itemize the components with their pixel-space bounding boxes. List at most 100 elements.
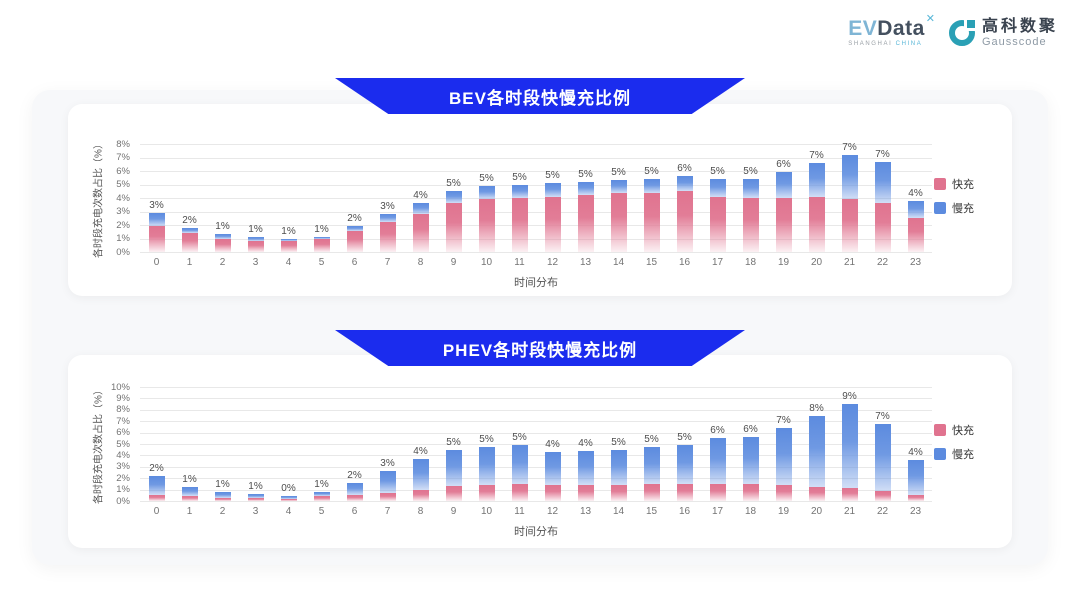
y-axis-ticks: 0% 1% 2% 3% 4% 5% 6% 7% 8% 9% 10% bbox=[98, 382, 136, 507]
fast-charge-segment bbox=[346, 495, 363, 501]
stacked-bar bbox=[709, 179, 726, 252]
bar-slot: 3% bbox=[371, 144, 404, 252]
bar-total-label: 4% bbox=[908, 187, 923, 199]
x-tick-label: 2 bbox=[219, 506, 226, 517]
slow-charge-segment bbox=[511, 445, 528, 484]
evdata-wordmark: EV Data ✕ bbox=[848, 14, 935, 40]
gridline bbox=[140, 252, 932, 253]
evdata-logo: EV Data ✕ SHANGHAI CHINA bbox=[848, 14, 935, 48]
x-tick-label: 15 bbox=[645, 506, 658, 517]
stacked-bar bbox=[841, 404, 858, 501]
gridline bbox=[140, 144, 932, 145]
y-tick-label: 2% bbox=[116, 472, 130, 484]
slow-charge-segment bbox=[181, 227, 198, 234]
gridline bbox=[140, 398, 932, 400]
bar-slot: 5% bbox=[503, 144, 536, 252]
slow-charge-segment bbox=[808, 162, 825, 197]
x-tick-label: 3 bbox=[252, 257, 259, 268]
stacked-bar bbox=[148, 475, 165, 501]
fast-charge-segment bbox=[544, 196, 561, 252]
x-axis-title: 时间分布 bbox=[514, 277, 558, 289]
gridline bbox=[140, 409, 932, 411]
x-tick-label: 23 bbox=[909, 257, 922, 268]
bar-total-label: 7% bbox=[776, 415, 791, 427]
evdata-subtitle-shanghai: SHANGHAI bbox=[848, 41, 893, 48]
x-tick-label: 21 bbox=[843, 506, 856, 517]
bar-total-label: 4% bbox=[908, 446, 923, 458]
x-tick-label: 8 bbox=[417, 257, 424, 268]
x-tick-label: 19 bbox=[777, 506, 790, 517]
bar-total-label: 4% bbox=[578, 437, 593, 449]
bar-slot: 5% bbox=[701, 144, 734, 252]
stacked-bar bbox=[577, 450, 594, 501]
x-tick-label: 6 bbox=[351, 506, 358, 517]
bar-total-label: 6% bbox=[710, 425, 725, 437]
bar-slot: 5% bbox=[470, 387, 503, 501]
stacked-bar bbox=[247, 493, 264, 501]
x-tick-label: 7 bbox=[384, 506, 391, 517]
x-tick-label: 12 bbox=[546, 257, 559, 268]
legend: 快充 慢充 bbox=[934, 176, 996, 216]
fast-charge-segment bbox=[313, 239, 330, 252]
x-tick-label: 11 bbox=[514, 506, 525, 517]
bar-slot: 1% bbox=[305, 387, 338, 501]
phev-chart-title: PHEV各时段快慢充比例 bbox=[442, 340, 638, 360]
stacked-bar bbox=[181, 227, 198, 252]
fast-charge-segment bbox=[412, 489, 429, 501]
slow-charge-segment bbox=[148, 475, 165, 496]
fast-charge-segment bbox=[544, 485, 561, 501]
fast-charge-segment bbox=[775, 198, 792, 252]
bar-total-label: 5% bbox=[479, 172, 494, 184]
x-tick-label: 18 bbox=[744, 506, 757, 517]
x-tick-label: 19 bbox=[777, 257, 790, 268]
stacked-bar bbox=[643, 179, 660, 252]
y-tick-label: 3% bbox=[116, 206, 130, 217]
fast-charge-segment bbox=[874, 203, 891, 252]
fast-charge-segment bbox=[643, 192, 660, 252]
fast-charge-segment bbox=[280, 498, 297, 501]
stacked-bar bbox=[478, 447, 495, 501]
bar-slot: 1% bbox=[173, 387, 206, 501]
bar-slot: 5% bbox=[668, 387, 701, 501]
legend-item-slow[interactable]: 慢充 bbox=[934, 446, 996, 462]
y-tick-label: 8% bbox=[116, 138, 130, 150]
bar-total-label: 7% bbox=[875, 148, 890, 160]
bars-layer: 3% 2% 1% 1% 1% 1% 2% 3% 4% 5% 5% 5% 5% 5% 5% 5% 6% 5% 5% 6%… bbox=[140, 142, 932, 252]
bar-total-label: 4% bbox=[413, 190, 428, 202]
bar-slot: 7% bbox=[866, 144, 899, 252]
slow-charge-segment bbox=[643, 447, 660, 484]
fast-charge-segment bbox=[181, 233, 198, 252]
bar-total-label: 5% bbox=[710, 166, 725, 178]
x-tick-label: 8 bbox=[417, 506, 424, 517]
y-tick-label: 0% bbox=[116, 246, 130, 258]
bar-total-label: 5% bbox=[545, 170, 560, 182]
legend-item-fast[interactable]: 快充 bbox=[934, 422, 996, 438]
legend-swatch bbox=[934, 202, 946, 214]
bar-slot: 1% bbox=[206, 387, 239, 501]
bar-slot: 5% bbox=[536, 144, 569, 252]
x-tick-label: 5 bbox=[318, 257, 325, 268]
fast-charge-segment bbox=[709, 196, 726, 252]
bar-slot: 7% bbox=[833, 142, 866, 252]
gausscode-logo: 高科数聚 Gausscode bbox=[948, 18, 1058, 48]
legend-item-slow[interactable]: 慢充 bbox=[934, 200, 996, 216]
phev-title-banner: PHEV各时段快慢充比例 bbox=[335, 330, 745, 366]
gridline bbox=[140, 421, 932, 423]
slow-charge-segment bbox=[907, 200, 924, 219]
fast-charge-segment bbox=[907, 218, 924, 252]
slow-charge-segment bbox=[247, 237, 264, 241]
bar-total-label: 8% bbox=[809, 402, 824, 414]
bar-total-label: 5% bbox=[743, 166, 758, 178]
stacked-bar bbox=[610, 449, 627, 501]
bar-total-label: 1% bbox=[182, 474, 197, 486]
fast-charge-segment bbox=[412, 214, 429, 252]
fast-charge-segment bbox=[379, 493, 396, 501]
fast-charge-segment bbox=[742, 483, 759, 501]
x-tick-label: 18 bbox=[744, 257, 757, 268]
bar-slot: 5% bbox=[470, 144, 503, 252]
bar-slot: 5% bbox=[602, 387, 635, 501]
stacked-bar bbox=[313, 492, 330, 501]
legend-item-fast[interactable]: 快充 bbox=[934, 176, 996, 192]
bar-total-label: 1% bbox=[314, 223, 329, 235]
bar-total-label: 0% bbox=[281, 482, 296, 494]
